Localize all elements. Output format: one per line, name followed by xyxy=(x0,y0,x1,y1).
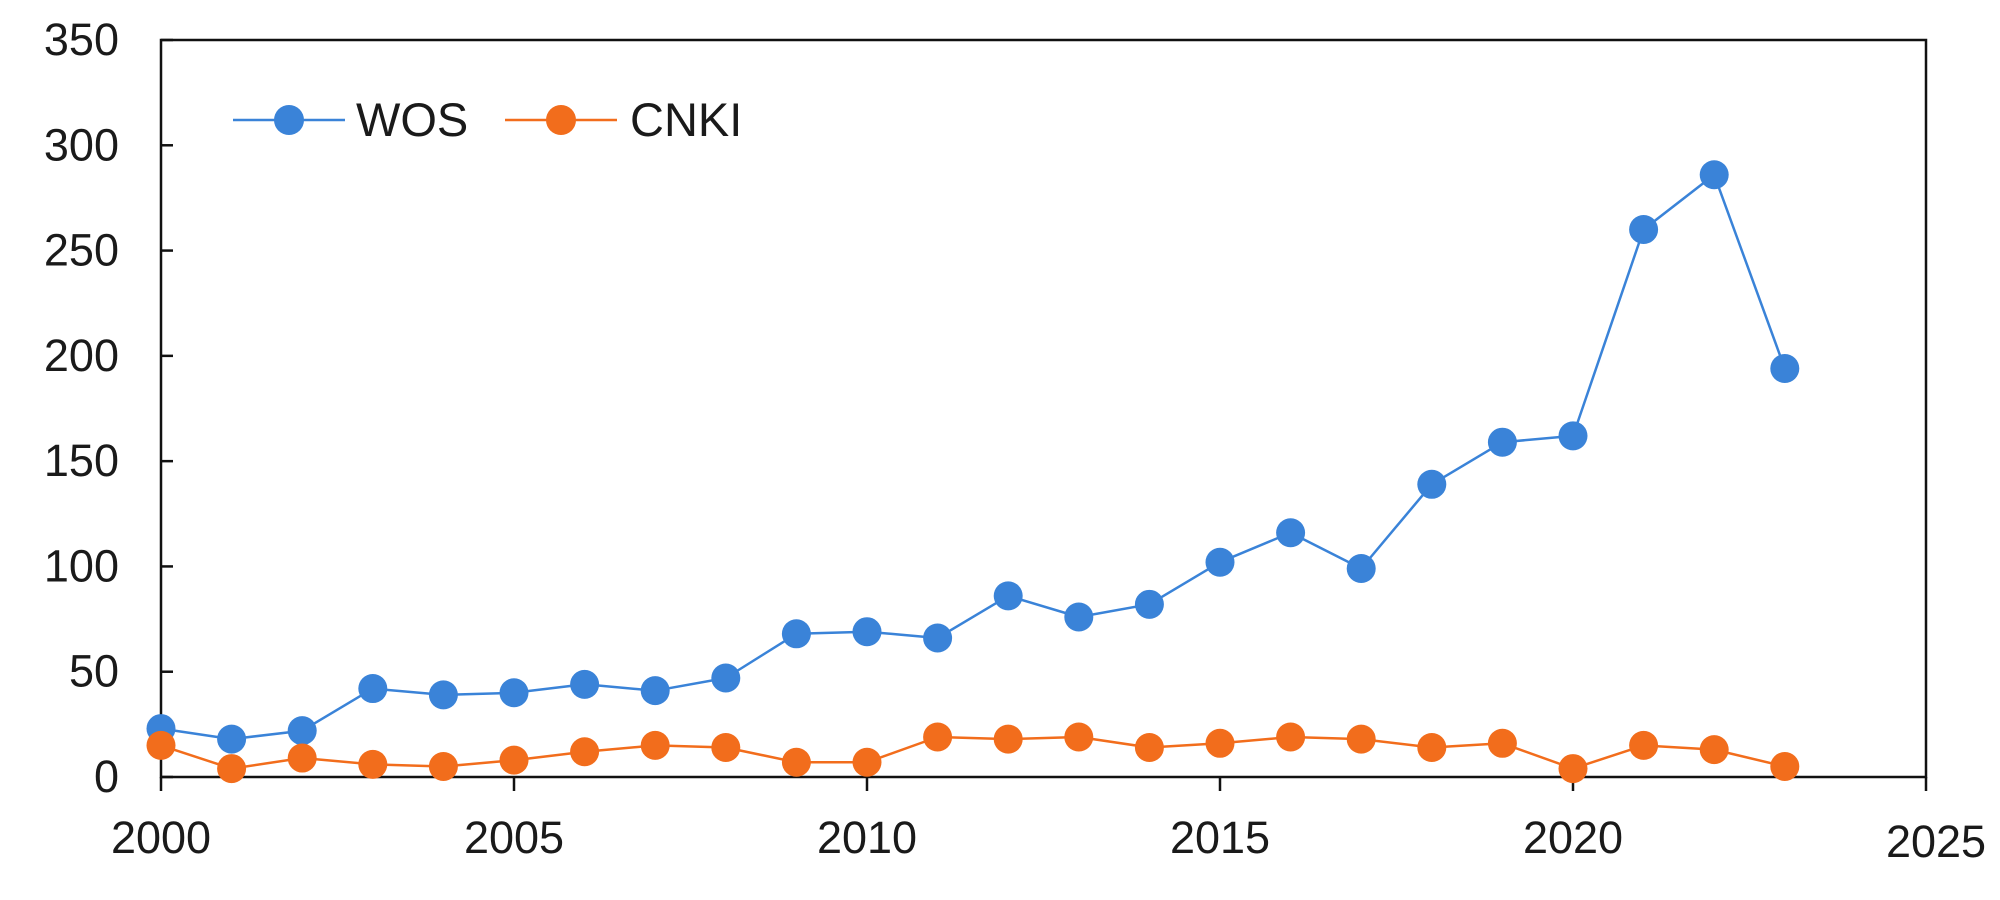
x-tick-label: 2020 xyxy=(1523,812,1623,863)
data-point-wos xyxy=(1205,547,1235,577)
legend-item-cnki: CNKI xyxy=(505,93,742,146)
x-tick-label: 2015 xyxy=(1170,812,1270,863)
y-tick-label: 0 xyxy=(94,751,119,802)
data-point-wos xyxy=(1770,353,1800,383)
data-point-wos xyxy=(1487,427,1517,457)
series-line-cnki xyxy=(160,735,1786,770)
y-tick-label: 150 xyxy=(44,435,119,486)
data-point-wos xyxy=(1134,589,1164,619)
data-point-cnki xyxy=(1487,728,1517,758)
series-line-wos xyxy=(160,173,1786,741)
data-point-cnki xyxy=(1558,754,1588,784)
data-point-wos xyxy=(287,716,317,746)
data-point-cnki xyxy=(217,754,247,784)
data-point-cnki xyxy=(1699,735,1729,765)
data-point-wos xyxy=(570,669,600,699)
data-point-wos xyxy=(1629,215,1659,245)
plot-frame xyxy=(159,38,1928,779)
data-point-wos xyxy=(993,581,1023,611)
data-point-cnki xyxy=(711,733,741,763)
data-point-wos xyxy=(923,623,953,653)
data-point-cnki xyxy=(1629,730,1659,760)
data-point-wos xyxy=(781,619,811,649)
y-tick-label: 250 xyxy=(44,225,119,276)
data-point-wos xyxy=(428,680,458,710)
data-point-wos xyxy=(499,678,529,708)
y-tick-label: 200 xyxy=(44,330,119,381)
legend-label-cnki: CNKI xyxy=(630,93,742,146)
data-point-wos xyxy=(358,674,388,704)
data-point-cnki xyxy=(1064,722,1094,752)
data-point-cnki xyxy=(1770,751,1800,781)
data-point-cnki xyxy=(1134,733,1164,763)
data-point-cnki xyxy=(1276,722,1306,752)
x-tick-label: 2000 xyxy=(111,812,211,863)
data-point-wos xyxy=(711,663,741,693)
x-tick-label: 2005 xyxy=(464,812,564,863)
data-point-cnki xyxy=(287,743,317,773)
data-point-cnki xyxy=(499,745,529,775)
axes-layer: 0 50 100 150 200 250 300 350 2000 2005 2010 2015 202… xyxy=(44,14,1986,867)
y-tick-label: 100 xyxy=(44,540,119,591)
data-point-wos xyxy=(1699,160,1729,190)
legend-marker-cnki xyxy=(546,105,576,135)
data-point-cnki xyxy=(923,722,953,752)
series-layer xyxy=(146,160,1800,784)
data-point-wos xyxy=(640,676,670,706)
data-point-wos xyxy=(1346,554,1376,584)
y-tick-label: 350 xyxy=(44,14,119,65)
data-point-cnki xyxy=(640,730,670,760)
data-point-cnki xyxy=(1417,733,1447,763)
legend-marker-wos xyxy=(274,105,304,135)
legend: WOS CNKI xyxy=(233,93,742,146)
x-tick-label: 2025 xyxy=(1886,816,1986,867)
data-point-wos xyxy=(1558,421,1588,451)
x-tick-label: 2010 xyxy=(817,812,917,863)
data-point-cnki xyxy=(993,724,1023,754)
data-point-wos xyxy=(217,724,247,754)
data-point-wos xyxy=(852,617,882,647)
data-point-wos xyxy=(1276,518,1306,548)
data-point-cnki xyxy=(852,747,882,777)
data-point-cnki xyxy=(358,749,388,779)
data-point-cnki xyxy=(781,747,811,777)
data-point-cnki xyxy=(428,751,458,781)
legend-item-wos: WOS xyxy=(233,93,468,146)
data-point-cnki xyxy=(146,730,176,760)
data-point-cnki xyxy=(570,737,600,767)
data-point-wos xyxy=(1417,469,1447,499)
data-point-cnki xyxy=(1346,724,1376,754)
y-tick-label: 50 xyxy=(69,646,119,697)
data-point-cnki xyxy=(1205,728,1235,758)
y-tick-label: 300 xyxy=(44,119,119,170)
legend-label-wos: WOS xyxy=(356,93,468,146)
data-point-wos xyxy=(1064,602,1094,632)
